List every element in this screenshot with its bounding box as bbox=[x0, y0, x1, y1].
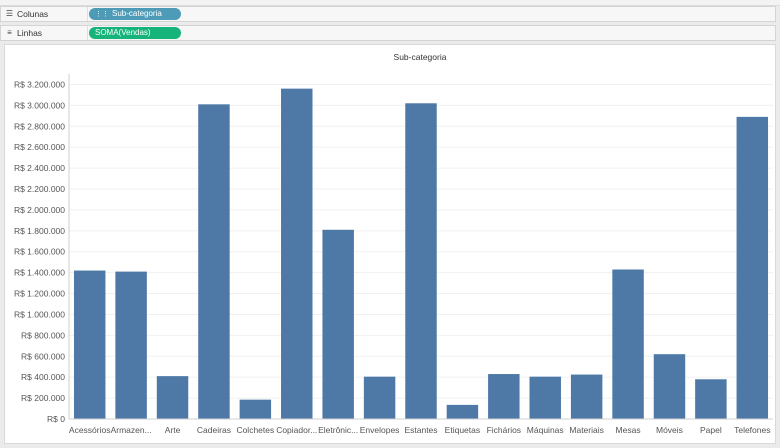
bar[interactable] bbox=[736, 116, 769, 419]
y-tick-label: R$ 1.000.000 bbox=[14, 309, 65, 319]
bar[interactable] bbox=[115, 271, 147, 419]
sub-category-pill[interactable]: ⋮⋮ Sub-categoria bbox=[89, 8, 181, 20]
y-tick-label: R$ 2.000.000 bbox=[14, 205, 65, 215]
y-tick-label: R$ 1.800.000 bbox=[14, 226, 65, 236]
bar[interactable] bbox=[570, 374, 603, 419]
y-tick-label: R$ 1.200.000 bbox=[14, 289, 65, 299]
bar[interactable] bbox=[653, 354, 686, 419]
y-tick-label: R$ 1.600.000 bbox=[14, 247, 65, 257]
y-tick-label: R$ 400.000 bbox=[21, 372, 65, 382]
x-tick-label: Armazen... bbox=[111, 425, 152, 435]
bar[interactable] bbox=[198, 104, 230, 419]
x-tick-label: Materiais bbox=[569, 425, 603, 435]
x-tick-label: Colchetes bbox=[236, 425, 274, 435]
bar[interactable] bbox=[488, 374, 520, 419]
x-tick-label: Copiador... bbox=[276, 425, 317, 435]
y-tick-label: R$ 800.000 bbox=[21, 330, 65, 340]
bar[interactable] bbox=[281, 88, 313, 420]
x-tick-label: Estantes bbox=[404, 425, 437, 435]
y-tick-label: R$ 3.200.000 bbox=[14, 79, 65, 89]
y-tick-label: R$ 2.600.000 bbox=[14, 142, 65, 152]
x-tick-label: Envelopes bbox=[360, 425, 400, 435]
columns-icon: ☰ bbox=[5, 9, 14, 18]
y-tick-label: R$ 1.400.000 bbox=[14, 268, 65, 278]
bar[interactable] bbox=[695, 379, 727, 419]
bar[interactable] bbox=[156, 376, 189, 419]
x-tick-label: Mesas bbox=[616, 425, 641, 435]
x-tick-label: Telefones bbox=[734, 425, 770, 435]
bar[interactable] bbox=[239, 399, 272, 419]
y-tick-label: R$ 0 bbox=[47, 414, 65, 424]
y-tick-label: R$ 2.200.000 bbox=[14, 184, 65, 194]
bar-chart[interactable]: Sub-categoria R$ 0 R$ 200.000 R$ 400.000 R$… bbox=[5, 45, 775, 443]
dimension-field-icon: ⋮⋮ bbox=[95, 11, 109, 18]
rows-icon: ≡ bbox=[7, 28, 12, 37]
chart-title: Sub-categoria bbox=[394, 52, 447, 62]
bar[interactable] bbox=[73, 270, 106, 419]
y-tick-label: R$ 2.800.000 bbox=[14, 121, 65, 131]
bar[interactable] bbox=[446, 404, 479, 419]
x-tick-label: Máquinas bbox=[527, 425, 564, 435]
y-tick-label: R$ 3.000.000 bbox=[14, 100, 65, 110]
x-tick-label: Papel bbox=[700, 425, 722, 435]
y-tick-label: R$ 2.400.000 bbox=[14, 163, 65, 173]
x-tick-label: Móveis bbox=[656, 425, 683, 435]
x-tick-label: Acessórios bbox=[69, 425, 111, 435]
top-toolbar-strip bbox=[0, 0, 780, 6]
bar[interactable] bbox=[529, 376, 561, 419]
visualization-pane[interactable]: Sub-categoria R$ 0 R$ 200.000 R$ 400.000 R$… bbox=[4, 44, 776, 444]
x-tick-label: Fichários bbox=[487, 425, 521, 435]
y-tick-label: R$ 200.000 bbox=[21, 393, 65, 403]
x-tick-label: Cadeiras bbox=[197, 425, 231, 435]
columns-shelf-label: ☰ Colunas bbox=[5, 7, 88, 21]
bar[interactable] bbox=[363, 376, 396, 419]
rows-shelf-label: ≡ Linhas bbox=[5, 26, 88, 40]
sum-sales-pill[interactable]: SOMA(Vendas) bbox=[89, 27, 181, 39]
x-tick-label: Eletrônic... bbox=[318, 425, 358, 435]
bar[interactable] bbox=[405, 103, 437, 419]
columns-shelf[interactable]: ☰ Colunas ⋮⋮ Sub-categoria bbox=[0, 6, 776, 22]
bar[interactable] bbox=[612, 269, 644, 420]
bar[interactable] bbox=[322, 229, 354, 419]
x-tick-label: Arte bbox=[165, 425, 181, 435]
y-tick-label: R$ 600.000 bbox=[21, 351, 65, 361]
rows-shelf[interactable]: ≡ Linhas SOMA(Vendas) bbox=[0, 25, 776, 41]
x-tick-label: Etiquetas bbox=[445, 425, 480, 435]
